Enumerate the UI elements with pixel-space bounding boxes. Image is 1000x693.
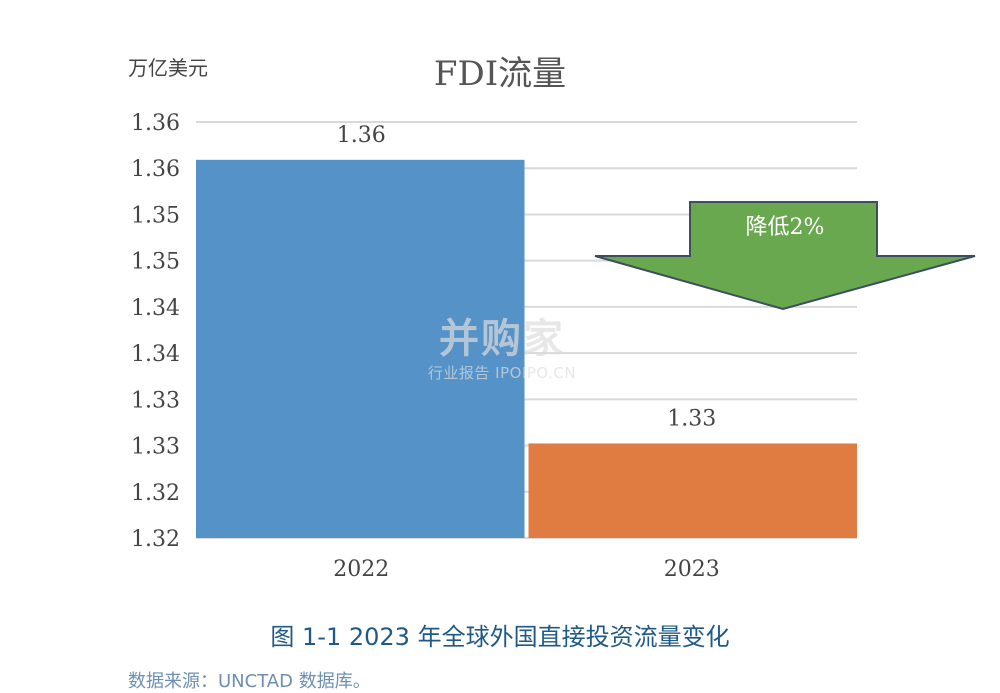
x-tick-label: 2022	[333, 557, 389, 582]
fdi-bar-chart: 1.32 1.32 1.33 1.33 1.34 1.34 1.35 1.35 1.36 1.36…	[131, 111, 976, 582]
y-tick-label: 1.34	[131, 342, 180, 367]
decrease-arrow-icon	[594, 201, 976, 311]
watermark-sub: 行业报告 IPOIPO.CN	[427, 364, 577, 382]
decrease-annotation-label: 降低2%	[746, 215, 825, 240]
watermark: 并购家 行业报告 IPOIPO.CN	[392, 306, 612, 383]
chart-title: FDI流量	[433, 54, 567, 94]
y-tick-label: 1.35	[131, 203, 180, 228]
y-tick-label: 1.36	[131, 157, 180, 182]
y-tick-label: 1.33	[131, 435, 180, 460]
y-tick-label: 1.36	[131, 111, 180, 136]
data-label: 1.36	[337, 123, 386, 148]
y-tick-label: 1.34	[131, 296, 180, 321]
y-tick-label: 1.33	[131, 388, 180, 413]
watermark-brand: 并购家	[439, 316, 565, 362]
bar-2023	[528, 443, 857, 538]
y-tick-label: 1.32	[131, 527, 180, 552]
figure-caption: 图 1-1 2023 年全球外国直接投资流量变化	[270, 623, 730, 651]
data-source-note: 数据来源：UNCTAD 数据库。	[128, 671, 371, 692]
data-label: 1.33	[667, 406, 716, 431]
y-axis-unit-label: 万亿美元	[128, 56, 208, 80]
x-tick-label: 2023	[664, 557, 720, 582]
y-tick-label: 1.32	[131, 481, 180, 506]
y-tick-label: 1.35	[131, 250, 180, 275]
bar-2022	[196, 159, 525, 538]
